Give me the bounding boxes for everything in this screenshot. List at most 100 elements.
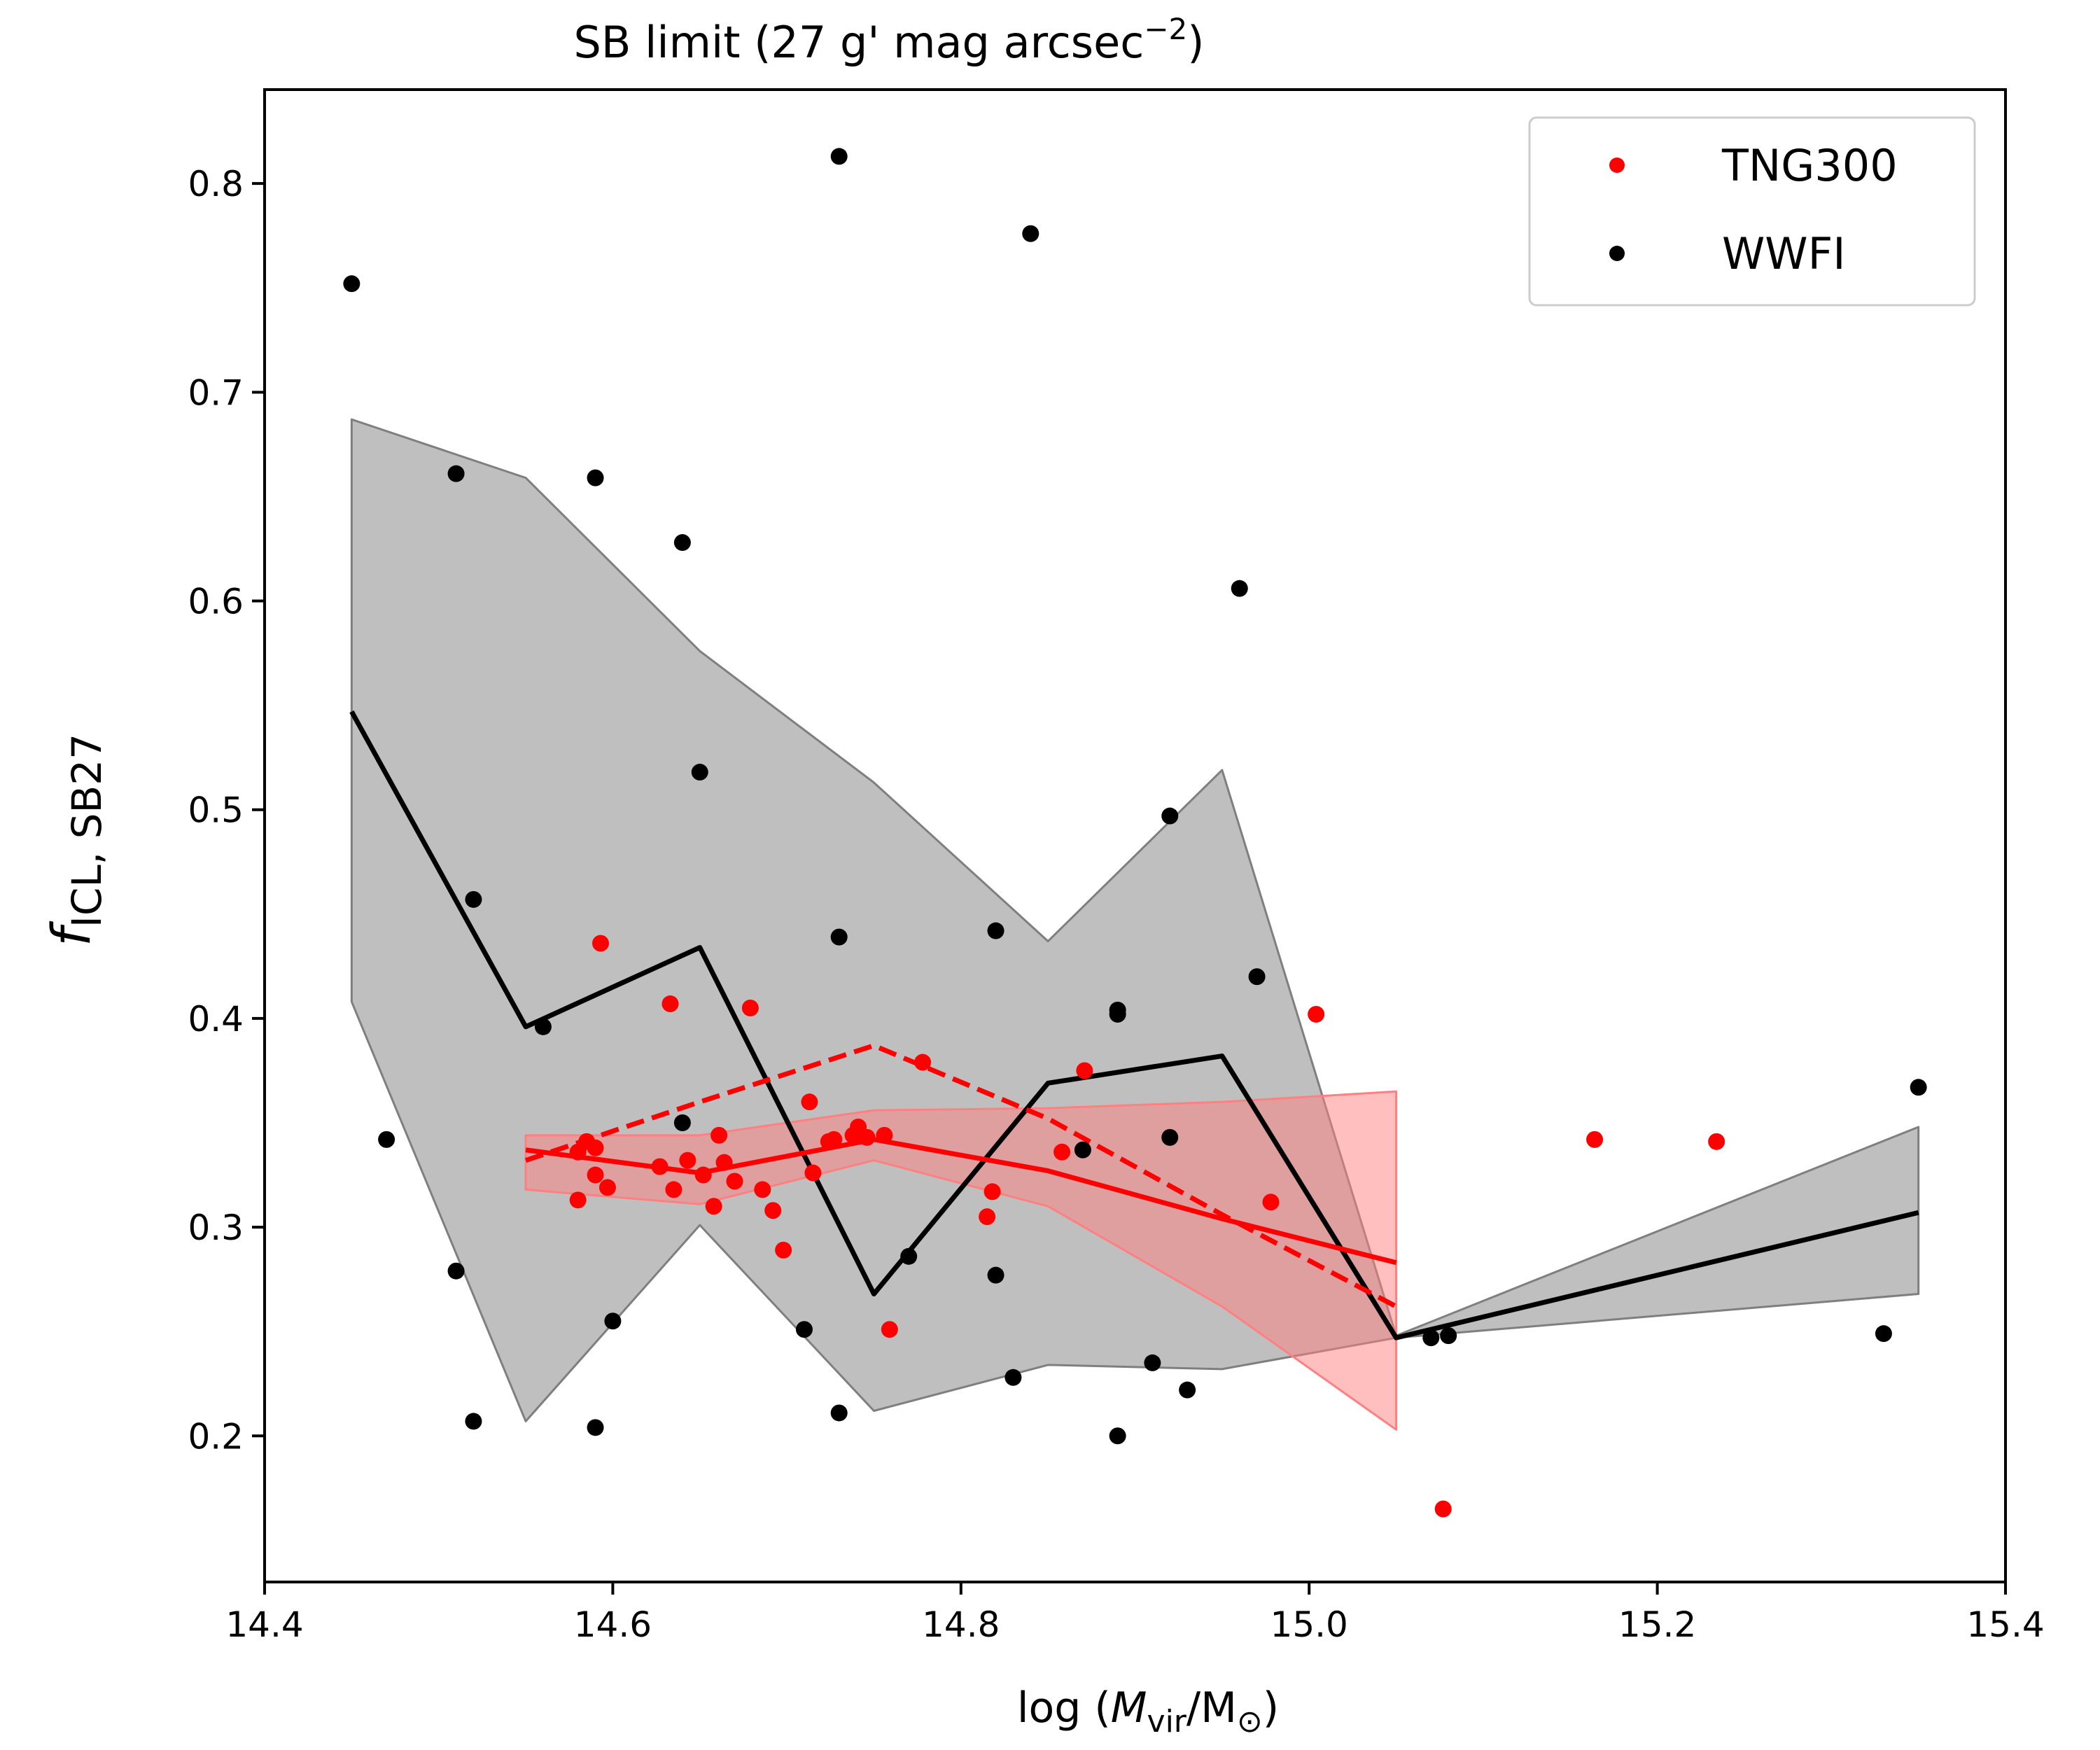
point-wwfi-15 [830, 928, 848, 946]
point-wwfi-3 [447, 1262, 465, 1280]
point-tng300-26 [858, 1128, 876, 1146]
point-wwfi-2 [447, 465, 465, 482]
point-wwfi-33 [1440, 1327, 1457, 1345]
point-wwfi-12 [691, 764, 708, 781]
axes: 14.4 14.6 14.8 15.0 15.2 15.4 0.2 0.3 0.4 0.5 0.6 0… [188, 88, 2045, 1645]
point-tng300-3 [587, 1166, 604, 1184]
point-wwfi-25 [1109, 1427, 1126, 1445]
point-wwfi-22 [1074, 1141, 1091, 1158]
point-tng300-35 [1308, 1005, 1325, 1023]
point-tng300-4 [587, 1139, 604, 1156]
median-lines [349, 710, 1919, 1340]
x-axis-label: log (Mvir/M⊙) [1017, 1684, 1279, 1740]
median-line-tng300 [525, 1137, 1397, 1266]
point-tng300-23 [825, 1130, 843, 1148]
point-tng300-32 [1054, 1143, 1071, 1161]
dashed-line-tng300 [524, 1043, 1398, 1309]
legend-box [1528, 116, 1976, 307]
legend-marker-tng300 [1609, 158, 1625, 173]
point-tng300-33 [1076, 1062, 1093, 1079]
point-wwfi-7 [587, 469, 604, 486]
data-points [343, 148, 1927, 1518]
y-tick-label-1: 0.3 [188, 1208, 244, 1248]
point-tng300-5 [592, 934, 609, 952]
point-wwfi-32 [1422, 1329, 1440, 1347]
point-wwfi-19 [987, 1266, 1004, 1284]
point-tng300-31 [983, 1183, 1001, 1200]
point-wwfi-4 [465, 890, 482, 908]
x-tick-label-2: 14.8 [922, 1604, 1000, 1645]
point-tng300-12 [705, 1198, 722, 1215]
band-tng300 [524, 1090, 1398, 1431]
point-wwfi-5 [465, 1413, 482, 1430]
point-tng300-27 [876, 1126, 893, 1144]
point-wwfi-20 [1004, 1368, 1022, 1386]
point-wwfi-34 [1875, 1325, 1892, 1343]
point-tng300-20 [801, 1093, 818, 1111]
point-tng300-6 [598, 1179, 616, 1196]
point-wwfi-18 [987, 922, 1004, 939]
point-wwfi-6 [534, 1018, 552, 1035]
point-tng300-8 [662, 995, 679, 1013]
legend: TNG300 WWFI [1528, 116, 1976, 307]
point-tng300-21 [804, 1164, 822, 1182]
point-wwfi-26 [1144, 1354, 1161, 1371]
point-wwfi-10 [673, 534, 691, 552]
point-wwfi-8 [587, 1419, 604, 1436]
point-wwfi-28 [1161, 1128, 1179, 1146]
point-tng300-18 [764, 1202, 782, 1219]
x-tick-label-3: 15.0 [1270, 1604, 1348, 1645]
point-tng300-37 [1586, 1130, 1604, 1148]
point-wwfi-21 [1022, 225, 1040, 242]
point-tng300-11 [694, 1166, 712, 1184]
point-wwfi-14 [830, 148, 848, 165]
point-tng300-13 [710, 1126, 728, 1144]
error-bands [350, 418, 1920, 1431]
point-tng300-30 [979, 1208, 996, 1226]
y-tick-label-3: 0.5 [188, 790, 244, 831]
point-tng300-14 [715, 1154, 733, 1171]
point-tng300-29 [914, 1054, 932, 1071]
x-tick-label-4: 15.2 [1618, 1604, 1696, 1645]
point-wwfi-17 [900, 1247, 918, 1265]
y-tick-label-2: 0.4 [188, 999, 244, 1040]
point-wwfi-9 [604, 1312, 622, 1330]
point-wwfi-35 [1910, 1079, 1927, 1096]
point-wwfi-29 [1179, 1381, 1196, 1399]
point-tng300-34 [1262, 1194, 1280, 1211]
point-tng300-10 [679, 1152, 696, 1169]
y-tick-label-0: 0.2 [188, 1416, 244, 1457]
y-tick-label-6: 0.8 [188, 164, 244, 204]
point-tng300-36 [1434, 1500, 1452, 1518]
x-tick-label-0: 14.4 [225, 1604, 303, 1645]
point-wwfi-1 [378, 1130, 396, 1148]
chart-title: SB limit (27 g' mag arcsec−2) [574, 12, 1205, 68]
x-tick-label-1: 14.6 [574, 1604, 652, 1645]
legend-label-tng300: TNG300 [1721, 140, 1898, 191]
point-tng300-19 [775, 1241, 792, 1259]
y-axis-label: fICL, SB27 [40, 734, 111, 946]
point-wwfi-13 [795, 1321, 813, 1338]
y-tick-label-5: 0.7 [188, 372, 244, 413]
legend-label-wwfi: WWFI [1722, 228, 1846, 279]
legend-marker-wwfi [1609, 246, 1625, 261]
point-wwfi-27 [1161, 807, 1179, 825]
point-tng300-17 [754, 1181, 771, 1198]
x-tick-label-5: 15.4 [1966, 1604, 2044, 1645]
point-tng300-16 [741, 1000, 759, 1016]
point-tng300-38 [1708, 1133, 1726, 1150]
title-superscript: −2 [1144, 12, 1187, 46]
point-wwfi-11 [673, 1114, 691, 1131]
y-tick-label-4: 0.6 [188, 582, 244, 622]
point-tng300-7 [651, 1158, 668, 1175]
point-tng300-0 [569, 1191, 587, 1209]
plot-frame [263, 88, 2007, 1583]
point-wwfi-16 [830, 1404, 848, 1422]
point-tng300-28 [881, 1321, 898, 1338]
point-wwfi-30 [1231, 580, 1248, 597]
point-wwfi-31 [1248, 968, 1266, 986]
point-tng300-15 [726, 1172, 743, 1190]
point-tng300-9 [665, 1181, 682, 1198]
point-wwfi-0 [343, 275, 360, 293]
